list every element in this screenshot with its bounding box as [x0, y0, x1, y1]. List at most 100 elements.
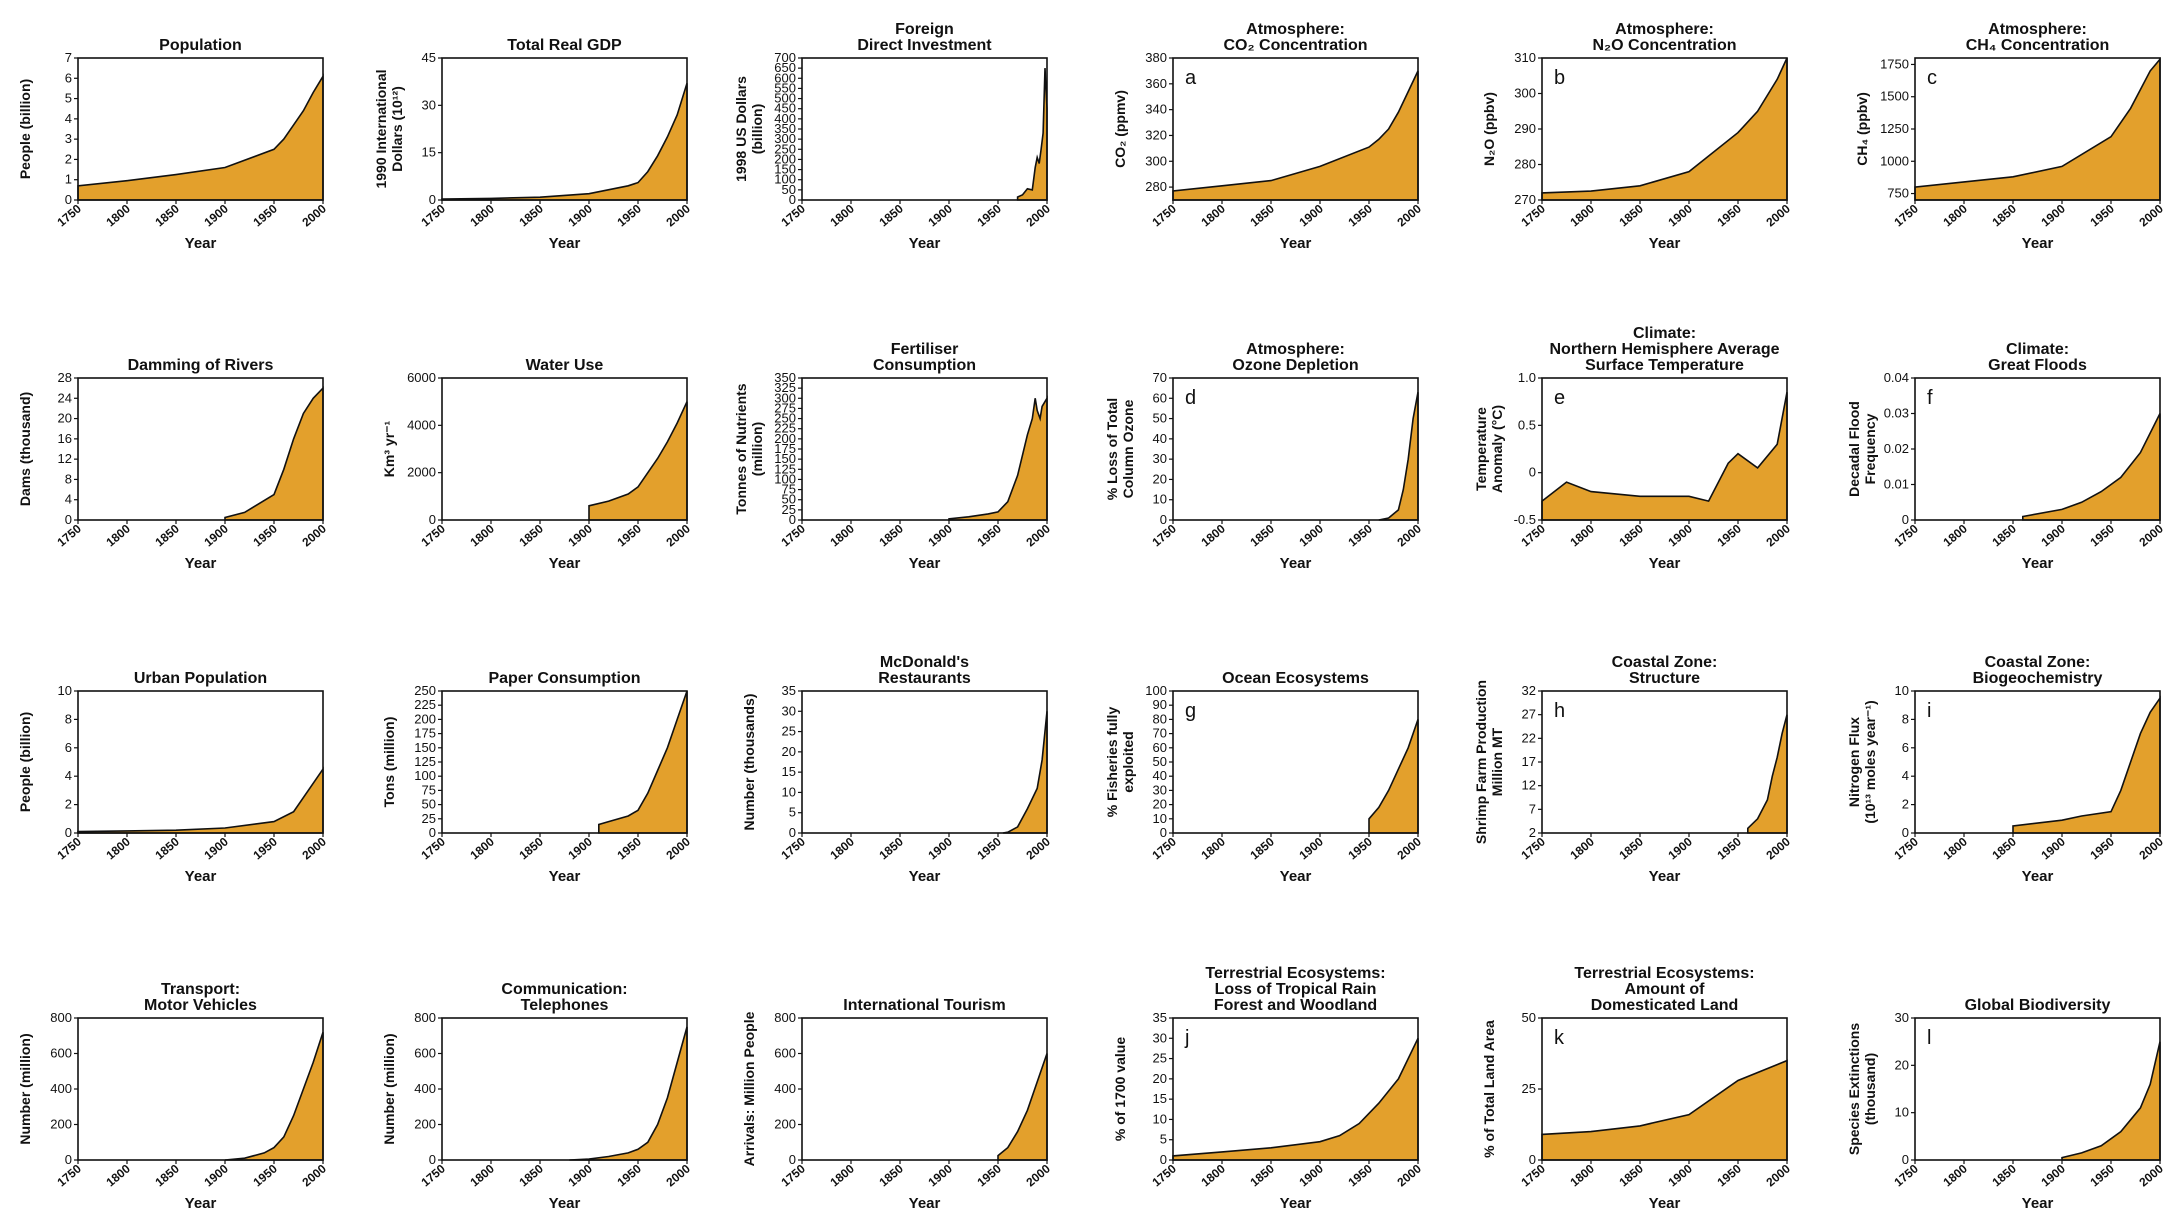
y-tick-label: 400: [414, 1081, 436, 1096]
y-tick-label: 70: [1153, 726, 1167, 741]
x-tick-label: 2000: [1394, 834, 1424, 862]
y-tick-label: 360: [1145, 76, 1167, 91]
panel-letter: c: [1927, 67, 1937, 89]
x-axis-label: Year: [1649, 235, 1681, 252]
y-tick-label: 25: [782, 502, 796, 517]
x-tick-label: 1800: [827, 834, 857, 862]
x-tick-label: 1750: [1149, 521, 1179, 549]
x-tick-label: 1900: [565, 834, 595, 862]
chart-panel-19: Transport:Motor Vehicles 0 200 400 600 800 175…: [17, 981, 329, 1212]
data-area: [1378, 392, 1419, 521]
plot-frame: [1172, 1017, 1419, 1161]
x-tick-label: 1950: [250, 521, 280, 549]
chart-title: Consumption: [873, 357, 976, 374]
y-tick-label: 25: [782, 724, 796, 739]
y-tick-label: 175: [774, 441, 796, 456]
x-tick-label: 2000: [1023, 1161, 1053, 1189]
y-tick-label: 28: [58, 370, 72, 385]
y-tick-label: 200: [774, 431, 796, 446]
y-tick-label: 50: [782, 182, 796, 197]
x-tick-label: 1800: [1940, 834, 1970, 862]
y-tick-label: 225: [414, 697, 436, 712]
x-axis-label: Year: [2022, 555, 2054, 572]
y-tick-label: 0: [429, 825, 436, 840]
x-tick-label: 1900: [2038, 1161, 2068, 1189]
x-tick-label: 1750: [1518, 834, 1548, 862]
x-tick-label: 1950: [2087, 1161, 2117, 1189]
x-tick-label: 1950: [974, 521, 1004, 549]
x-axis-label: Year: [1280, 1195, 1312, 1212]
x-tick-label: 1800: [1567, 521, 1597, 549]
y-tick-label: 17: [1522, 754, 1536, 769]
x-tick-label: 1800: [1567, 1161, 1597, 1189]
y-tick-label: 250: [774, 141, 796, 156]
x-tick-label: 1750: [778, 201, 808, 229]
chart-title: Atmosphere:: [1988, 21, 2087, 38]
data-area: [1016, 68, 1048, 201]
x-axis-label: Year: [549, 868, 581, 885]
x-tick-label: 1800: [1198, 201, 1228, 229]
y-tick-label: 10: [1153, 811, 1167, 826]
y-tick-label: 2: [65, 797, 72, 812]
y-tick-label: 8: [1902, 711, 1909, 726]
x-tick-label: 1900: [2038, 201, 2068, 229]
data-area: [569, 1026, 688, 1161]
x-tick-label: 1800: [1198, 834, 1228, 862]
chart-title: Climate:: [1633, 325, 1696, 342]
x-tick-label: 1800: [467, 1161, 497, 1189]
x-tick-label: 1850: [876, 1161, 906, 1189]
x-tick-label: 2000: [299, 201, 329, 229]
plot-frame: [77, 377, 324, 521]
y-tick-label: 8: [65, 471, 72, 486]
x-tick-label: 1850: [1989, 1161, 2019, 1189]
y-tick-label: 0: [1902, 825, 1909, 840]
y-tick-label: 10: [1895, 1105, 1909, 1120]
y-tick-label: 10: [782, 784, 796, 799]
plot-frame: [1172, 377, 1419, 521]
x-axis-label: Year: [1649, 555, 1681, 572]
chart-panel-9: FertiliserConsumption0255075100125150175…: [733, 341, 1053, 572]
chart-panel-1: Population 0 1 2 3 4 5 6 7 1750 1800 1850 1900 1950 20…: [17, 37, 329, 252]
x-tick-label: 1850: [516, 201, 546, 229]
chart-panel-11: Climate:Northern Hemisphere AverageSurfa…: [1473, 325, 1793, 572]
y-axis-label: Km³ yr⁻¹: [381, 420, 397, 477]
x-axis-label: Year: [909, 1195, 941, 1212]
y-tick-label: 25: [422, 811, 436, 826]
y-tick-label: 60: [1153, 390, 1167, 405]
y-tick-label: 600: [774, 1046, 796, 1061]
x-tick-label: 1750: [54, 201, 84, 229]
x-tick-label: 1750: [1149, 1161, 1179, 1189]
y-tick-label: 250: [414, 683, 436, 698]
x-tick-label: 1900: [1665, 834, 1695, 862]
y-tick-label: 6: [1902, 740, 1909, 755]
plot-frame: [1541, 690, 1788, 834]
y-tick-label: 325: [774, 380, 796, 395]
plot-frame: [801, 57, 1048, 201]
x-tick-label: 1950: [2087, 521, 2117, 549]
chart-title: Loss of Tropical Rain: [1215, 981, 1377, 998]
x-tick-label: 1800: [1198, 1161, 1228, 1189]
x-tick-label: 1900: [1296, 521, 1326, 549]
y-tick-label: 100: [774, 172, 796, 187]
chart-title: Water Use: [526, 357, 604, 374]
chart-title: Terrestrial Ecosystems:: [1205, 965, 1385, 982]
data-area: [1541, 57, 1788, 201]
data-area: [1747, 714, 1788, 834]
y-tick-label: 40: [1153, 431, 1167, 446]
y-axis-label: Number (million): [381, 1033, 397, 1144]
x-tick-label: 1850: [1989, 521, 2019, 549]
chart-panel-23: Terrestrial Ecosystems:Amount ofDomestic…: [1481, 965, 1793, 1212]
chart-panel-4: Atmosphere:CO₂ Concentration a 280 300 320 34…: [1112, 21, 1424, 252]
x-tick-label: 1950: [974, 1161, 1004, 1189]
y-tick-label: 280: [1514, 157, 1536, 172]
x-tick-label: 2000: [1023, 834, 1053, 862]
y-tick-label: 7: [1529, 801, 1536, 816]
y-tick-label: 0.02: [1884, 441, 1909, 456]
chart-panel-21: International Tourism 0 200 400 600 800 1750 18…: [741, 997, 1053, 1212]
chart-title: Surface Temperature: [1585, 357, 1744, 374]
y-tick-label: 75: [782, 482, 796, 497]
y-tick-label: 150: [774, 451, 796, 466]
x-tick-label: 1950: [614, 521, 644, 549]
y-tick-label: 10: [58, 683, 72, 698]
